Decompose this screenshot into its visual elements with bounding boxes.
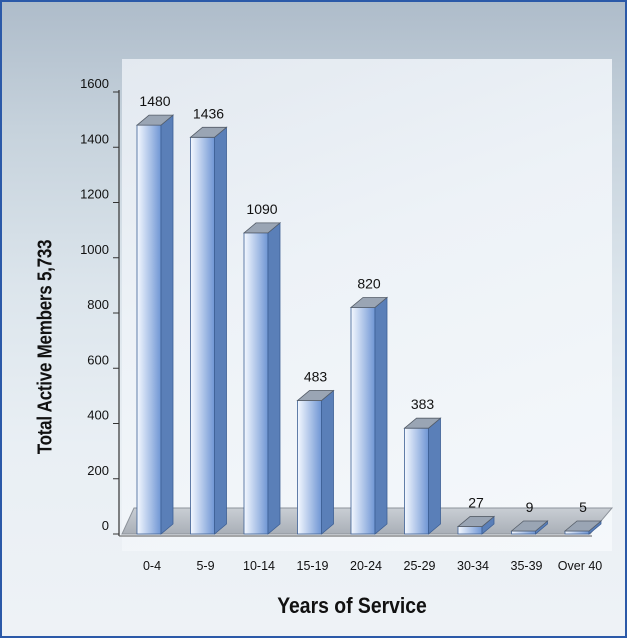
bar-front xyxy=(350,307,376,535)
data-label: 1480 xyxy=(139,93,170,109)
bar-top xyxy=(563,520,603,532)
bar-top xyxy=(135,114,175,126)
category-label: 30-34 xyxy=(457,559,489,573)
bar xyxy=(349,296,389,535)
x-axis-title: Years of Service xyxy=(277,593,427,618)
y-tick-label: 1400 xyxy=(80,131,109,146)
bar-front xyxy=(511,530,536,535)
y-axis: 0 200 400 600 800 1000 1200 1400 1600 xyxy=(80,76,592,537)
bar-front xyxy=(190,136,215,535)
data-label: 383 xyxy=(411,396,435,412)
bar-front xyxy=(404,427,429,535)
category-label: Over 40 xyxy=(558,559,603,573)
data-label: 9 xyxy=(526,499,534,515)
bar-side xyxy=(321,389,334,535)
bar-side xyxy=(428,417,441,535)
category-label: 10-14 xyxy=(243,559,275,573)
y-tick-label: 600 xyxy=(87,352,109,367)
bar-side xyxy=(374,296,388,535)
data-label: 820 xyxy=(357,275,381,291)
category-label: 35-39 xyxy=(511,559,543,573)
bar-top xyxy=(242,222,282,234)
bar-side xyxy=(160,114,174,535)
category-label: 5-9 xyxy=(196,559,214,573)
bar-front xyxy=(243,232,269,535)
category-label: 15-19 xyxy=(297,559,329,573)
bar-top xyxy=(296,390,335,401)
bar-front xyxy=(297,400,322,535)
data-label: 483 xyxy=(304,369,328,385)
y-tick-label: 1600 xyxy=(80,76,109,91)
category-label: 20-24 xyxy=(350,559,382,573)
bar xyxy=(403,417,442,535)
bar-top xyxy=(189,126,228,138)
bar xyxy=(510,520,549,535)
data-label: 5 xyxy=(579,499,587,515)
data-labels: 1480 1436 1090 483 820 383 27 9 5 xyxy=(139,93,587,515)
y-tick-label: 800 xyxy=(87,297,109,312)
bar-top xyxy=(510,520,549,532)
bar xyxy=(189,126,228,535)
bar xyxy=(135,114,175,535)
bar-top xyxy=(456,516,496,527)
bar-side xyxy=(214,126,227,535)
y-axis-title: Total Active Members 5,733 xyxy=(34,239,57,455)
y-tick-label: 400 xyxy=(87,408,109,423)
bar-front xyxy=(457,526,483,535)
bar xyxy=(563,520,603,535)
bar xyxy=(456,515,496,535)
bar-top xyxy=(349,297,389,308)
bar-front xyxy=(564,530,590,535)
bar xyxy=(296,389,335,535)
bar-side xyxy=(267,222,281,535)
y-tick-label: 1200 xyxy=(80,187,109,202)
bar-front xyxy=(136,124,162,535)
data-label: 1436 xyxy=(193,105,224,121)
bar xyxy=(242,222,282,535)
category-label: 0-4 xyxy=(143,559,161,573)
data-label: 27 xyxy=(468,495,484,511)
bars xyxy=(135,114,603,535)
category-label: 25-29 xyxy=(404,559,436,573)
category-labels: 0-4 5-9 10-14 15-19 20-24 25-29 30-34 35-39 Over… xyxy=(143,559,602,573)
y-tick-label: 0 xyxy=(102,518,109,533)
y-tick-label: 1000 xyxy=(80,242,109,257)
y-tick-label: 200 xyxy=(87,463,109,478)
bar-top xyxy=(403,417,442,429)
data-label: 1090 xyxy=(246,201,277,217)
